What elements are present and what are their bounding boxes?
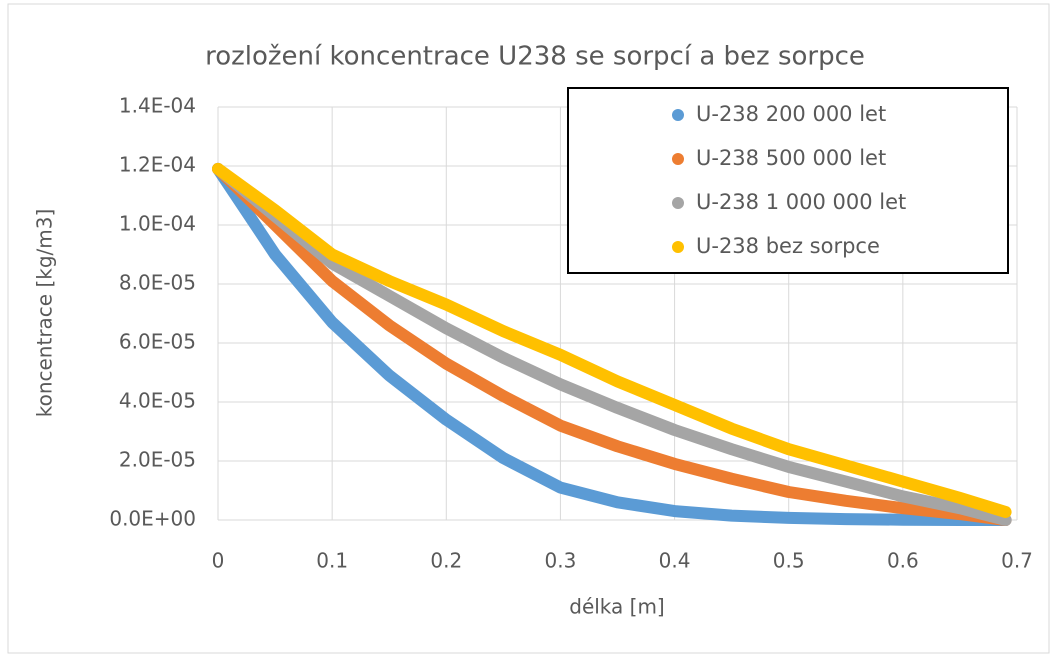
series-line: [212, 162, 1012, 518]
legend-label: U-238 bez sorpce: [696, 234, 880, 258]
legend-label: U-238 500 000 let: [696, 146, 886, 170]
y-tick-label: 8.0E-05: [119, 271, 196, 295]
y-tick-label: 6.0E-05: [119, 330, 196, 354]
x-tick-label: 0.1: [316, 549, 348, 573]
legend-marker: [672, 197, 684, 209]
x-tick-label: 0.5: [773, 549, 805, 573]
y-axis-label: koncentrace [kg/m3]: [33, 209, 57, 418]
legend-marker: [672, 153, 684, 165]
x-tick-label: 0.7: [1001, 549, 1033, 573]
y-tick-label: 2.0E-05: [119, 448, 196, 472]
x-tick-label: 0.4: [659, 549, 691, 573]
y-tick-label: 1.0E-04: [119, 212, 196, 236]
series-line: [212, 162, 1012, 526]
legend-marker: [672, 109, 684, 121]
legend-label: U-238 1 000 000 let: [696, 190, 906, 214]
y-tick-label: 1.4E-04: [119, 94, 196, 118]
y-tick-label: 1.2E-04: [119, 153, 196, 177]
legend-marker: [672, 241, 684, 253]
legend-label: U-238 200 000 let: [696, 102, 886, 126]
x-tick-label: 0: [212, 549, 225, 573]
x-tick-label: 0.2: [430, 549, 462, 573]
x-tick-label: 0.6: [887, 549, 919, 573]
legend: U-238 200 000 let U-238 500 000 let U-238 …: [567, 87, 1009, 274]
legend-box: [567, 87, 1009, 274]
series-line: [212, 162, 1012, 526]
y-tick-label: 4.0E-05: [119, 389, 196, 413]
x-axis-label: délka [m]: [569, 595, 665, 619]
chart-title: rozložení koncentrace U238 se sorpcí a b…: [205, 42, 865, 72]
x-tick-label: 0.3: [545, 549, 577, 573]
y-tick-label: 0.0E+00: [109, 507, 196, 531]
series-line: [212, 162, 1012, 526]
